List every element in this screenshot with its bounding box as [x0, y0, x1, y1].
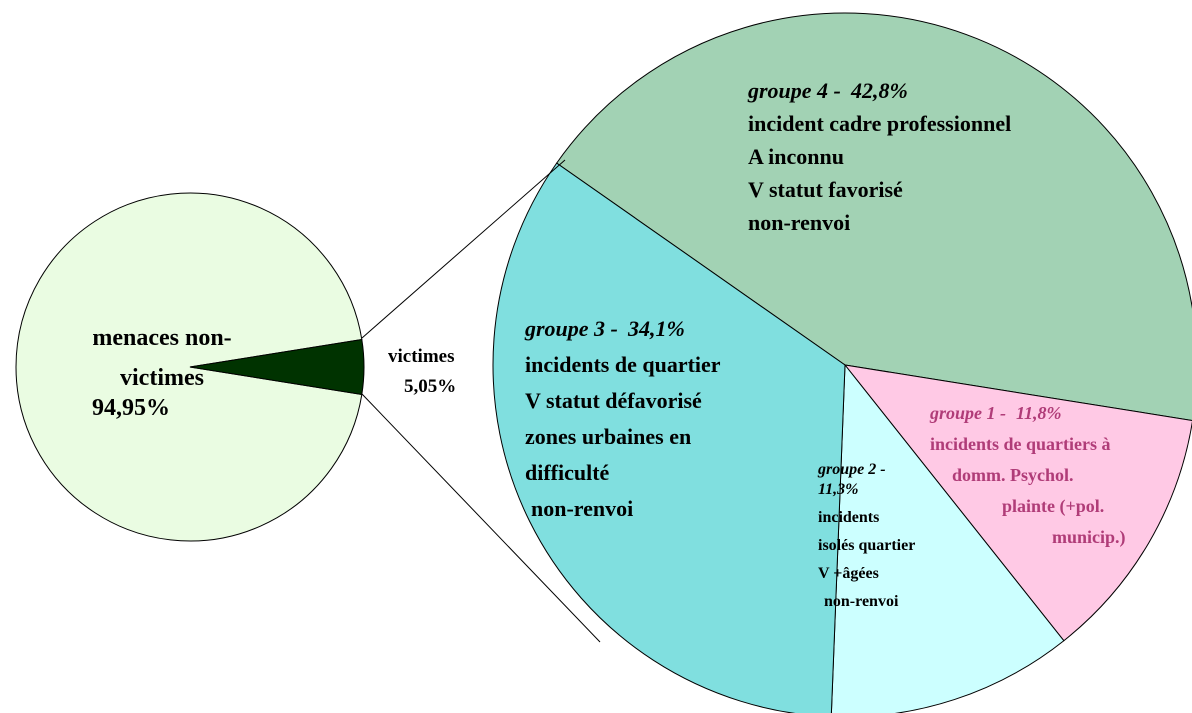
group-detail: zones urbaines en: [525, 424, 692, 449]
group-title: groupe 4 -: [748, 78, 841, 103]
group-detail: incident cadre professionnel: [748, 111, 1012, 136]
group-detail: difficulté: [525, 460, 610, 485]
value-label: 5,05%: [404, 376, 457, 397]
group-detail: incidents: [818, 509, 880, 526]
group-detail: plainte (+pol.: [1002, 496, 1105, 516]
value-label: 94,95%: [92, 395, 170, 421]
group-title: groupe 2 -: [818, 461, 886, 478]
group-detail: V statut défavorisé: [525, 388, 702, 413]
group-detail: non-renvoi: [824, 593, 899, 610]
pie-slice: [843, 364, 1192, 642]
connector-line: [361, 159, 566, 339]
value-label: 11,3%: [818, 481, 859, 498]
slice-label: menaces non-victimes: [92, 325, 232, 391]
slice-label: victimes: [388, 346, 455, 367]
value-label: 11,8%: [1016, 403, 1062, 423]
group-detail: municip.): [1052, 527, 1126, 547]
group-title: groupe 1 -: [930, 403, 1006, 423]
group-title: groupe 3 -: [525, 316, 618, 341]
group-detail: A inconnu: [748, 144, 844, 169]
value-label: 42,8%: [851, 78, 908, 103]
group-detail: V +âgées: [818, 565, 879, 582]
group-detail: non-renvoi: [748, 210, 851, 235]
group-detail: non-renvoi: [531, 496, 634, 521]
value-label: 34,1%: [628, 316, 685, 341]
connector-line: [361, 393, 601, 643]
group-detail: V statut favorisé: [748, 177, 903, 202]
group-detail: domm. Psychol.: [952, 465, 1074, 485]
group-detail: incidents de quartier: [525, 352, 721, 377]
pie-slice: [15, 192, 363, 542]
pie-slice: [555, 12, 1192, 421]
group-detail: incidents de quartiers à: [930, 434, 1111, 454]
pie-slice: [492, 162, 846, 713]
pie-slice: [830, 363, 1065, 713]
group-detail: isolés quartier: [818, 537, 916, 554]
